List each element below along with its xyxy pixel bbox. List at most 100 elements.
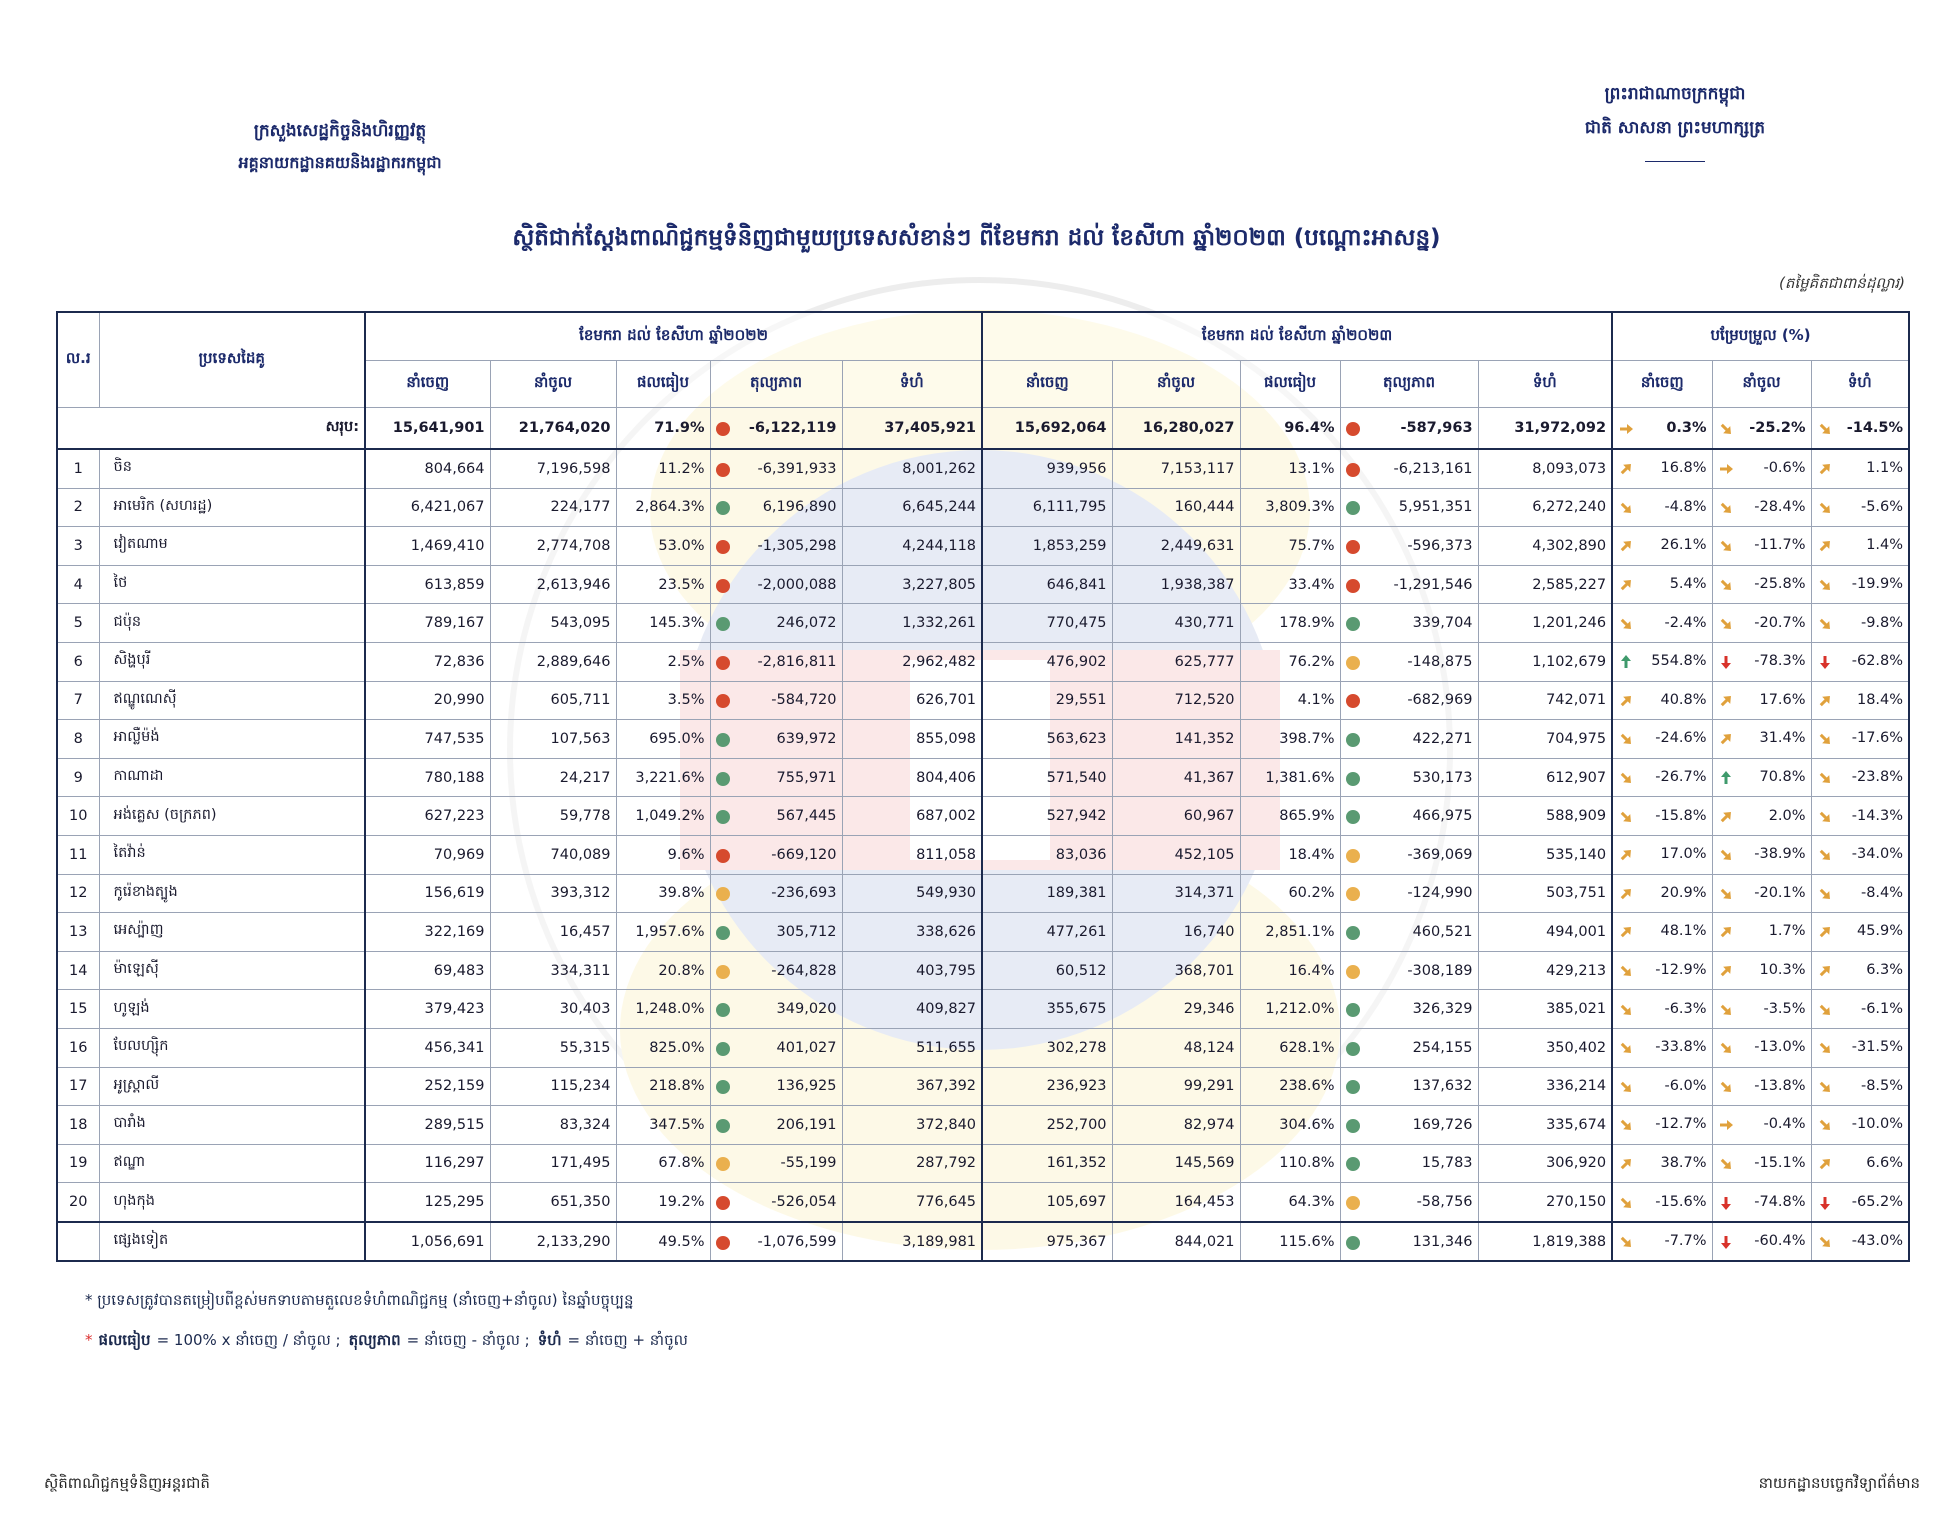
trend-arrow <box>1720 423 1731 434</box>
country: ម៉ាឡេស៊ី <box>98 950 366 991</box>
cell: 1,049.2% <box>615 796 711 836</box>
value: -28.4% <box>1754 498 1806 515</box>
cell: 2,585,227 <box>1477 564 1613 605</box>
cell: 780,188 <box>364 757 491 798</box>
row-number: 10 <box>56 796 100 836</box>
cell: -1,076,599 <box>709 1221 843 1262</box>
trend-arrow <box>1620 1197 1631 1208</box>
value: 1,332,261 <box>902 615 977 632</box>
value: -2,816,811 <box>757 653 837 670</box>
cell: 31,972,092 <box>1477 407 1613 450</box>
value: 535,140 <box>1546 846 1607 863</box>
value: 322,169 <box>424 923 485 940</box>
value: -25.8% <box>1754 576 1806 593</box>
value: 5,951,351 <box>1398 499 1473 516</box>
value: 314,371 <box>1174 885 1235 902</box>
cell: 131,346 <box>1339 1221 1479 1262</box>
cell: 305,712 <box>709 912 843 952</box>
value: 789,167 <box>424 615 485 632</box>
change-cell: -7.7% <box>1611 1221 1713 1262</box>
no-header: ល.រ <box>56 311 100 408</box>
value: 145.3% <box>649 615 705 632</box>
value: 252,159 <box>424 1078 485 1095</box>
department: អគ្គនាយកដ្ឋានគយនិងរដ្ឋាករកម្ពុជា <box>238 153 442 172</box>
cell: 33.4% <box>1239 564 1341 605</box>
cell: 189,381 <box>981 873 1113 914</box>
value: 252,700 <box>1046 1116 1107 1133</box>
cell: 409,827 <box>841 989 983 1029</box>
data-row: 13 អេស្ប៉ាញ 322,169 16,457 1,957.6% 305,712 33… <box>56 912 1910 952</box>
country: អាមេរិក (សហរដ្ឋ) <box>98 487 366 528</box>
value: 372,840 <box>916 1116 977 1133</box>
change-cell: -9.8% <box>1810 603 1910 643</box>
value: 6.3% <box>1866 962 1904 979</box>
data-row: 10 អង់គ្លេស (ចក្រភព) 627,223 59,778 1,049.2%… <box>56 796 1910 836</box>
value: 651,350 <box>550 1194 611 1211</box>
cell: 270,150 <box>1477 1182 1613 1223</box>
cell: 224,177 <box>489 487 617 528</box>
cell: 804,406 <box>841 757 983 798</box>
cell: 160,444 <box>1111 487 1241 528</box>
cell: 430,771 <box>1111 603 1241 643</box>
row-number: 12 <box>56 873 100 914</box>
cell: 563,623 <box>981 719 1113 759</box>
value: 780,188 <box>424 769 485 786</box>
trend-arrow <box>1819 1159 1830 1170</box>
status-dot <box>1345 810 1360 825</box>
cell: 494,001 <box>1477 912 1613 952</box>
value: 466,975 <box>1412 808 1473 825</box>
cell: 368,701 <box>1111 950 1241 991</box>
value: -17.6% <box>1851 730 1904 747</box>
cell: 712,520 <box>1111 680 1241 721</box>
value: 811,058 <box>916 846 977 863</box>
title: ស្ថិតិជាក់ស្តែងពាណិជ្ជកម្មទំនិញជាមួយប្រទ… <box>512 225 1441 251</box>
trend-arrow <box>1720 1004 1731 1015</box>
cell: 651,350 <box>489 1182 617 1223</box>
value: 4,244,118 <box>902 537 977 554</box>
data-row: 4 ថៃ 613,859 2,613,946 23.5% -2,000,088 3,227,… <box>56 564 1910 605</box>
cell: 287,792 <box>841 1143 983 1184</box>
value: 338,626 <box>916 923 977 940</box>
data-row: 6 សិង្ហបុរី 72,836 2,889,646 2.5% -2,816,811 2… <box>56 641 1910 682</box>
cell: 96.4% <box>1239 407 1341 450</box>
cell: 15,783 <box>1339 1143 1479 1184</box>
change-cell: -6.3% <box>1611 989 1713 1029</box>
value: 236,923 <box>1046 1078 1107 1095</box>
value: 224,177 <box>550 499 611 516</box>
value: 1,469,410 <box>410 537 485 554</box>
value: 627,223 <box>424 808 485 825</box>
trend-arrow <box>1720 695 1731 707</box>
cell: 76.2% <box>1239 641 1341 682</box>
trend-arrow <box>1620 927 1631 938</box>
value: 3.5% <box>667 692 705 709</box>
value: 178.9% <box>1279 615 1335 632</box>
trend-arrow <box>1819 1004 1830 1015</box>
cell: 2.5% <box>615 641 711 682</box>
cell: 350,402 <box>1477 1027 1613 1068</box>
data-row: 2 អាមេរិក (សហរដ្ឋ) 6,421,067 224,177 2,864.3… <box>56 487 1910 528</box>
cell: 511,655 <box>841 1027 983 1068</box>
cell: -682,969 <box>1339 680 1479 721</box>
value: 305,712 <box>776 923 837 940</box>
value: 695.0% <box>649 730 705 747</box>
status-dot <box>715 578 730 593</box>
cell: 9.6% <box>615 834 711 875</box>
cell: 83,036 <box>981 834 1113 875</box>
cell: 1,819,388 <box>1477 1221 1613 1262</box>
country: ជប៉ុន <box>98 603 366 643</box>
row-number: 4 <box>56 564 100 605</box>
trend-arrow <box>1621 655 1632 669</box>
data-row: 12 កូរ៉េខាងត្បូង 156,619 393,312 39.8% -236,6… <box>56 873 1910 914</box>
cell: 6,111,795 <box>981 487 1113 528</box>
status-dot <box>715 964 730 979</box>
cell: 29,346 <box>1111 989 1241 1029</box>
value: 9.6% <box>667 846 705 863</box>
change-cell: -0.4% <box>1711 1105 1812 1145</box>
trend-arrow <box>1620 965 1631 976</box>
value: 21,764,020 <box>518 420 611 436</box>
data-row: 18 បារាំង 289,515 83,324 347.5% 206,191 372,84… <box>56 1105 1910 1145</box>
value: 125,295 <box>424 1194 485 1211</box>
value: 4.1% <box>1297 692 1335 709</box>
change-cell: -60.4% <box>1711 1221 1812 1262</box>
trend-arrow <box>1819 1081 1830 1092</box>
